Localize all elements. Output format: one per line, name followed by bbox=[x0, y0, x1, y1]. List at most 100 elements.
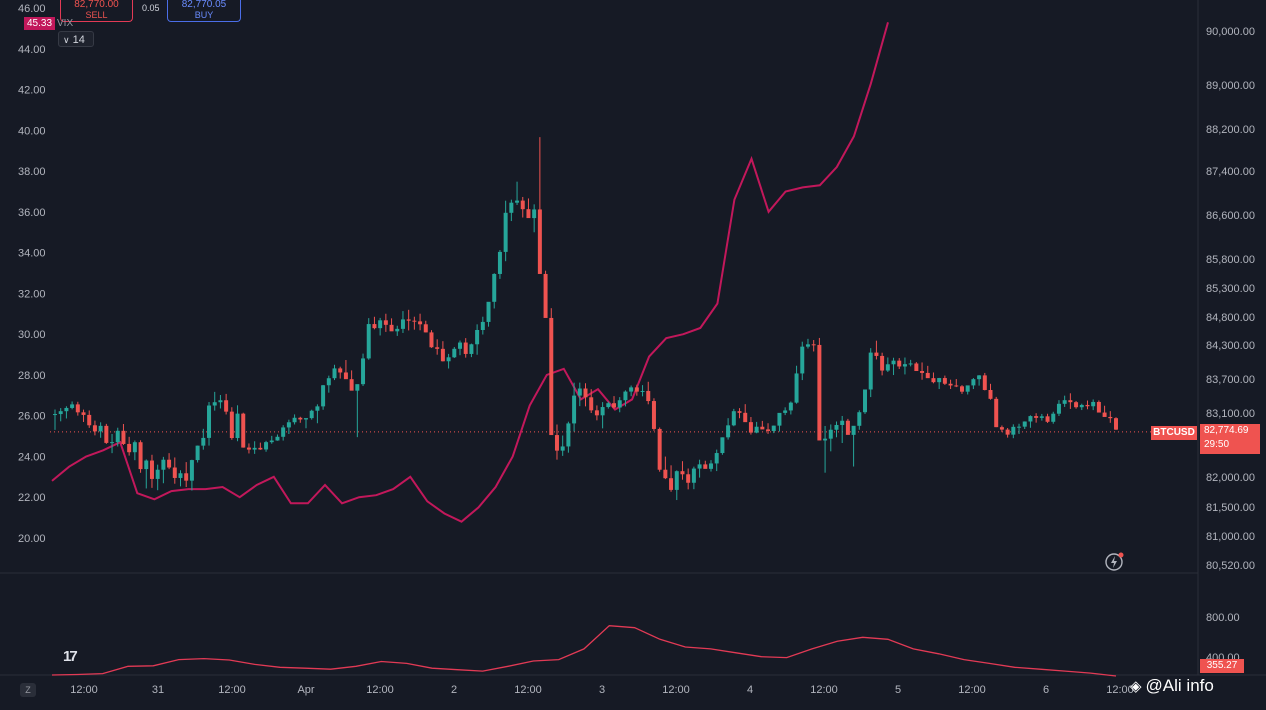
candle-body bbox=[805, 344, 810, 347]
candle-body bbox=[1114, 418, 1118, 430]
time-axis-tick: 3 bbox=[599, 684, 605, 696]
candle-body bbox=[891, 360, 896, 365]
candle-body bbox=[612, 403, 617, 408]
candle-body bbox=[783, 410, 788, 413]
candle-body bbox=[674, 471, 679, 490]
candle-body bbox=[58, 411, 63, 415]
candle-body bbox=[343, 372, 348, 380]
time-axis-tick: 12:00 bbox=[958, 684, 986, 696]
candle-body bbox=[1022, 421, 1027, 427]
buy-button[interactable]: 82,770.05 BUY bbox=[167, 0, 241, 22]
vix-axis-tick: 26.00 bbox=[18, 411, 46, 423]
candle-body bbox=[395, 328, 400, 332]
candle-body bbox=[606, 403, 611, 408]
candle-body bbox=[412, 320, 417, 322]
buy-price: 82,770.05 bbox=[181, 0, 227, 10]
candle-body bbox=[178, 473, 183, 478]
price-axis-tick: 80,520.00 bbox=[1206, 560, 1255, 572]
candle-body bbox=[823, 438, 828, 441]
time-axis-tick: 31 bbox=[152, 684, 164, 696]
candle-body bbox=[452, 348, 457, 358]
buy-label: BUY bbox=[194, 10, 214, 20]
candle-body bbox=[537, 209, 542, 274]
lower-indicator-line bbox=[51, 625, 1117, 677]
sell-button[interactable]: 82,770.00 SELL bbox=[60, 0, 133, 22]
candle-body bbox=[189, 460, 194, 481]
candle-body bbox=[155, 469, 160, 479]
period-value: 14 bbox=[72, 34, 85, 46]
price-axis-tick: 83,700.00 bbox=[1206, 374, 1255, 386]
candle-body bbox=[486, 301, 491, 322]
candle-body bbox=[902, 364, 907, 367]
candle-body bbox=[1028, 416, 1033, 422]
price-axis-tick: 85,800.00 bbox=[1206, 254, 1255, 266]
candle-body bbox=[463, 342, 468, 354]
indicator-value-tag: 355.27 bbox=[1200, 659, 1244, 673]
candle-body bbox=[235, 413, 240, 439]
vix-axis-tick: 38.00 bbox=[18, 166, 46, 178]
candle-body bbox=[440, 348, 445, 362]
vix-axis-tick: 22.00 bbox=[18, 492, 46, 504]
candle-body bbox=[999, 427, 1004, 430]
vix-axis-tick: 30.00 bbox=[18, 329, 46, 341]
candle-body bbox=[509, 202, 514, 213]
candle-body bbox=[1017, 426, 1022, 428]
candle-body bbox=[224, 400, 229, 412]
candle-body bbox=[229, 411, 234, 439]
symbol-tag: BTCUSD bbox=[1151, 426, 1197, 440]
candle-body bbox=[771, 425, 776, 431]
candle-body bbox=[965, 385, 970, 392]
candle-body bbox=[144, 460, 149, 470]
candle-body bbox=[132, 442, 137, 453]
candle-body bbox=[554, 435, 559, 451]
candle-body bbox=[868, 352, 873, 390]
candle-body bbox=[845, 420, 850, 435]
vix-axis-tick: 36.00 bbox=[18, 207, 46, 219]
candle-body bbox=[1045, 416, 1050, 422]
candle-body bbox=[241, 413, 246, 448]
candle-body bbox=[1011, 426, 1016, 435]
candle-body bbox=[400, 319, 405, 329]
candle-body bbox=[1074, 402, 1079, 408]
candle-body bbox=[309, 410, 314, 419]
candle-body bbox=[760, 426, 765, 430]
sell-price: 82,770.00 bbox=[74, 0, 119, 10]
candle-body bbox=[920, 371, 925, 373]
watermark-text: @Ali info bbox=[1145, 676, 1214, 695]
candle-body bbox=[840, 420, 845, 425]
candle-body bbox=[298, 417, 303, 420]
candle-body bbox=[195, 445, 200, 461]
candle-body bbox=[1051, 413, 1056, 422]
candle-body bbox=[566, 423, 571, 447]
candle-body bbox=[53, 414, 57, 416]
candle-body bbox=[971, 379, 976, 386]
candle-body bbox=[1056, 403, 1061, 414]
candle-body bbox=[560, 446, 565, 451]
candle-body bbox=[423, 324, 428, 333]
candle-body bbox=[748, 422, 753, 433]
candle-body bbox=[246, 447, 251, 450]
price-axis-tick: 83,100.00 bbox=[1206, 408, 1255, 420]
candle-body bbox=[1102, 412, 1107, 417]
price-axis-tick: 81,000.00 bbox=[1206, 531, 1255, 543]
vix-axis-tick: 44.00 bbox=[18, 44, 46, 56]
time-axis-tick: 12:00 bbox=[218, 684, 246, 696]
vix-axis-tick: 20.00 bbox=[18, 533, 46, 545]
watermark: ◈ @Ali info bbox=[1130, 676, 1214, 696]
last-price: 82,774.69 bbox=[1204, 425, 1249, 436]
candle-body bbox=[777, 412, 782, 426]
time-axis-tick: 6 bbox=[1043, 684, 1049, 696]
candle-body bbox=[355, 384, 360, 391]
candle-body bbox=[366, 324, 371, 359]
candle-body bbox=[629, 387, 634, 392]
replay-icon[interactable] bbox=[1103, 551, 1125, 573]
candle-body bbox=[469, 344, 474, 354]
time-axis-tick: 12:00 bbox=[1106, 684, 1134, 696]
period-dropdown[interactable]: ∨ 14 bbox=[58, 31, 94, 47]
candle-body bbox=[880, 355, 885, 371]
price-axis-tick: 81,500.00 bbox=[1206, 502, 1255, 514]
timezone-button[interactable]: Z bbox=[20, 683, 36, 697]
candle-body bbox=[708, 463, 713, 469]
candle-body bbox=[828, 429, 833, 439]
